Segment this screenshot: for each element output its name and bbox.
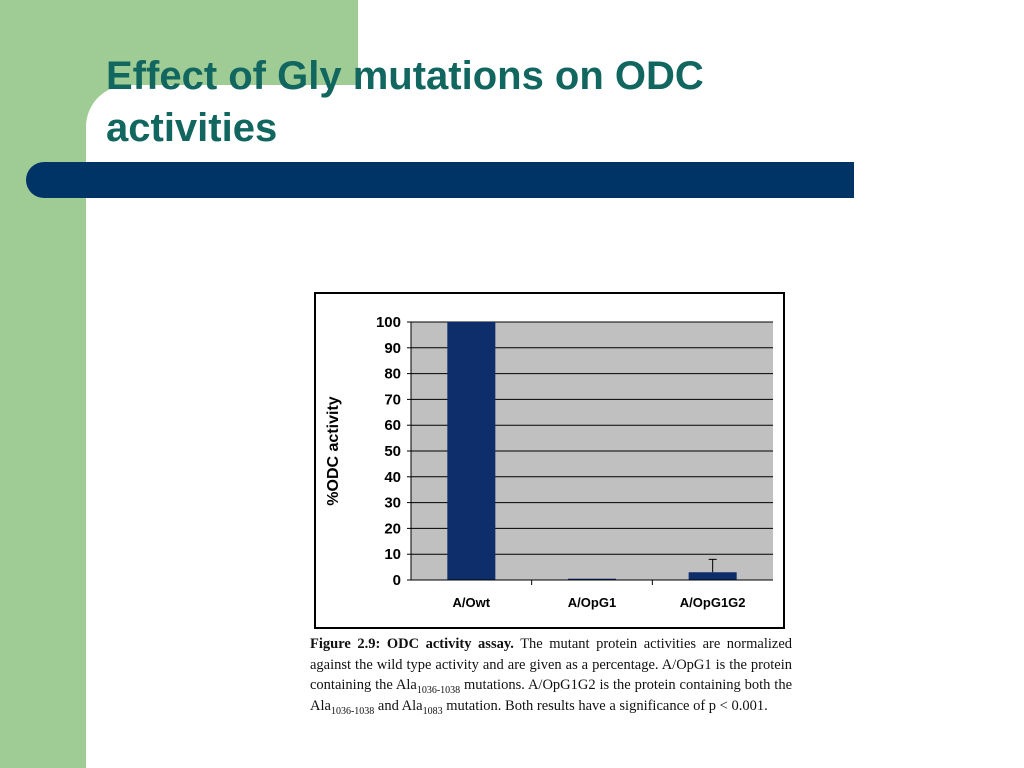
y-axis-ticks: 0 10 20 30 40 50 60 70 80 90 100 [376,314,411,589]
y-tick-label: 60 [384,417,401,434]
title-underline-bar [26,162,854,198]
bar-a-owt [447,322,496,580]
slide-title: Effect of Gly mutations on ODC activitie… [106,54,704,150]
y-tick-label: 50 [384,443,401,460]
chart-frame: 0 10 20 30 40 50 60 70 80 90 100 A/Owt A/OpG1 A/OpG1… [314,292,785,629]
caption-sentence-3-mid: and Ala [377,697,423,714]
x-tick-label: A/OpG1 [568,595,616,610]
x-axis-labels: A/Owt A/OpG1 A/OpG1G2 [453,580,746,610]
y-tick-label: 10 [384,546,401,563]
bar-chart: 0 10 20 30 40 50 60 70 80 90 100 A/Owt A/OpG1 A/OpG1… [325,314,773,610]
figure-caption: Figure 2.9: ODC activity assay. The muta… [310,634,792,716]
caption-sentence-1: The mutant protein activities are normal… [310,636,793,673]
caption-subscript-2: 1036-1038 [330,705,375,717]
caption-subscript-1: 1036-1038 [416,685,461,696]
y-tick-label: 70 [384,391,401,408]
caption-subscript-3: 1083 [422,705,443,717]
bar-a-opg1g2 [688,572,737,580]
caption-sentence-2: A/OpG1 is the protein containing the Ala [310,656,793,694]
figure-title: ODC activity assay. [386,636,514,652]
caption-sentence-3: A/OpG1G2 is the protein containing both … [310,677,792,714]
y-axis-label: %ODC activity [325,396,342,505]
y-tick-label: 80 [384,366,401,383]
y-tick-label: 100 [376,314,401,331]
x-tick-label: A/Owt [453,595,491,610]
y-tick-label: 30 [384,495,401,512]
y-tick-label: 90 [384,340,401,357]
y-tick-label: 40 [384,469,401,486]
caption-sentence-2-end: mutations. [464,677,525,693]
green-side-strip [0,0,86,768]
x-tick-label: A/OpG1G2 [680,595,746,610]
top-right-background [358,0,1024,90]
bar-a-opg1 [568,578,616,580]
caption-sentence-3-end: mutation. Both results have a significan… [446,697,768,714]
y-tick-label: 0 [393,572,401,589]
y-tick-label: 20 [384,520,401,537]
bars [447,322,737,580]
figure-label: Figure 2.9: [310,636,381,652]
